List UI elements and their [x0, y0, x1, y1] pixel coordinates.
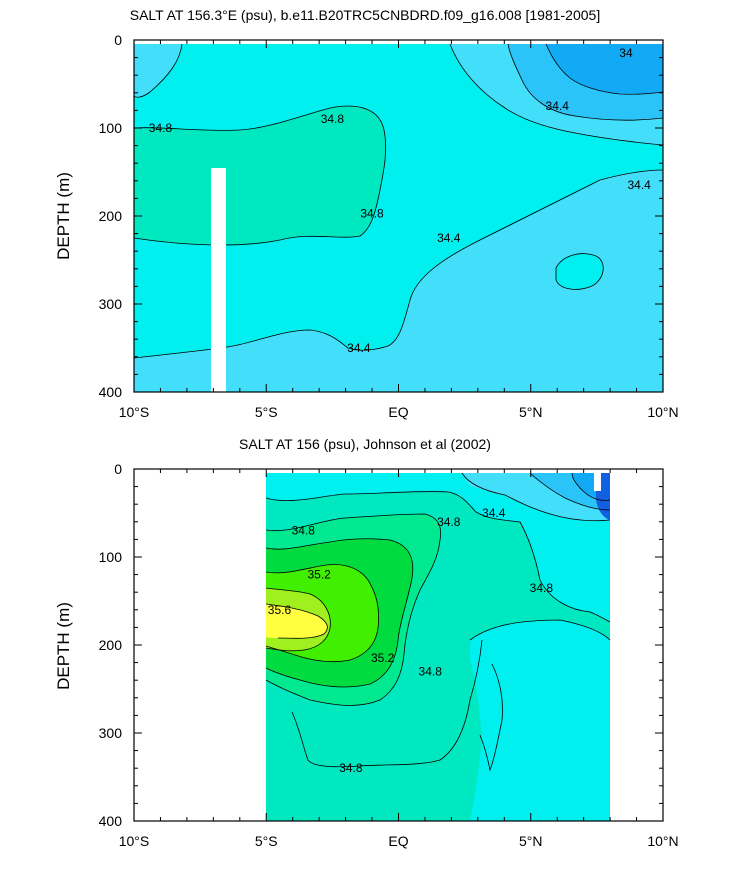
top-contour-label: 34.8: [149, 121, 173, 135]
bottom-contour-label: 34.8: [437, 515, 461, 529]
top-fill-34-4-sw: [134, 170, 663, 392]
bottom-x-tick-label: 5°N: [519, 833, 543, 849]
top-contour-label: 34: [619, 46, 633, 60]
bottom-contour-labels: 34.4 34.8 34.8 35.2 34.8 35.6 35.2 34.8 34.8: [268, 506, 554, 775]
top-y-tick-label: 0: [114, 32, 122, 48]
bottom-x-tick-label: EQ: [388, 833, 408, 849]
bottom-contour-label: 34.8: [419, 664, 443, 678]
top-contour-plot: 10°S 5°S EQ 5°N 10°N 0 100 200 300 400 34 34.4 34.8…: [99, 32, 679, 420]
bottom-contour-label: 34.4: [482, 506, 506, 520]
bottom-y-tick-label: 0: [114, 461, 122, 477]
top-missing-data-strip: [211, 168, 226, 392]
top-y-tick-label: 200: [99, 208, 123, 224]
top-contour-label: 34.4: [628, 178, 652, 192]
bottom-y-tick-label: 100: [99, 549, 123, 565]
bottom-contour-label: 34.8: [530, 581, 554, 595]
top-contour-labels: 34 34.4 34.8 34.8 34.4 34.8 34.4 34.4: [149, 46, 651, 355]
bottom-contour-label: 34.8: [292, 524, 316, 538]
top-fill-34-4-tl: [134, 44, 182, 98]
top-contour-label: 34.4: [546, 99, 570, 113]
bottom-x-tick-label: 10°S: [119, 833, 150, 849]
bottom-missing-notch: [594, 473, 601, 491]
bottom-contour-label: 35.2: [371, 651, 395, 665]
top-chart-title: SALT AT 156.3°E (psu), b.e11.B20TRC5CNBD…: [129, 7, 601, 23]
bottom-contour-label: 35.2: [307, 568, 331, 582]
top-axis-ticks: 10°S 5°S EQ 5°N 10°N 0 100 200 300 400: [99, 32, 679, 420]
bottom-chart-title: SALT AT 156 (psu), Johnson et al (2002): [239, 436, 491, 452]
bottom-fill-34-6-lowright: [470, 620, 610, 821]
top-contour-label: 34.4: [437, 231, 461, 245]
bottom-axis-ticks: 10°S 5°S EQ 5°N 10°N 0 100 200 300 400: [99, 461, 679, 849]
top-x-tick-label: 5°N: [519, 404, 543, 420]
top-contour-label: 34.8: [321, 112, 345, 126]
top-contour-label: 34.4: [347, 341, 371, 355]
top-fill-34-6-eddy2: [556, 253, 604, 290]
top-x-tick-label: EQ: [388, 404, 408, 420]
bottom-contour-label: 34.8: [339, 761, 363, 775]
top-x-tick-label: 10°N: [647, 404, 678, 420]
top-contour-label: 34.8: [360, 206, 384, 220]
top-y-tick-label: 300: [99, 296, 123, 312]
bottom-y-tick-label: 200: [99, 637, 123, 653]
bottom-contour-label: 35.6: [268, 603, 292, 617]
top-y-tick-label: 400: [99, 384, 123, 400]
top-fill-34-8: [134, 106, 386, 245]
bottom-y-tick-label: 300: [99, 725, 123, 741]
top-x-tick-label: 10°S: [119, 404, 150, 420]
bottom-x-tick-label: 10°N: [647, 833, 678, 849]
top-y-tick-label: 100: [99, 120, 123, 136]
bottom-x-tick-label: 5°S: [255, 833, 278, 849]
bottom-y-tick-label: 400: [99, 813, 123, 829]
bottom-fill-35-8: [266, 604, 328, 639]
top-x-tick-label: 5°S: [255, 404, 278, 420]
